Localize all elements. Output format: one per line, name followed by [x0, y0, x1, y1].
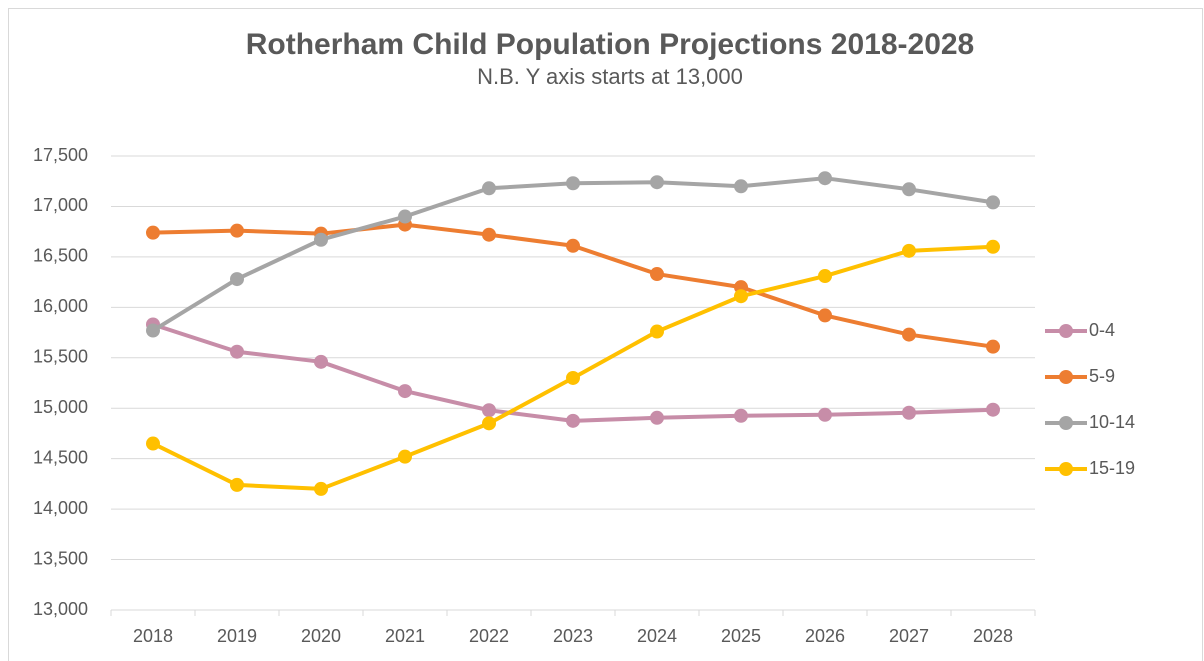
y-tick-label: 15,000	[33, 397, 88, 417]
y-tick-label: 17,500	[33, 145, 88, 165]
point	[314, 354, 328, 369]
point	[986, 239, 1000, 254]
chart-frame	[8, 8, 1203, 661]
x-tick-label: 2019	[217, 626, 257, 646]
legend-label: 0-4	[1089, 320, 1115, 340]
point	[566, 238, 580, 253]
point	[482, 227, 496, 242]
x-tick-label: 2026	[805, 626, 845, 646]
point	[650, 410, 664, 425]
point	[734, 408, 748, 423]
legend-marker	[1059, 416, 1073, 430]
point	[986, 339, 1000, 354]
point	[482, 416, 496, 431]
legend-marker	[1059, 462, 1073, 476]
x-tick-label: 2025	[721, 626, 761, 646]
point	[902, 405, 916, 420]
y-tick-label: 16,500	[33, 246, 88, 266]
y-tick-label: 17,000	[33, 195, 88, 215]
point	[314, 481, 328, 496]
point	[986, 195, 1000, 210]
point	[230, 272, 244, 287]
legend-marker	[1059, 324, 1073, 338]
point	[818, 308, 832, 323]
legend-marker	[1059, 370, 1073, 384]
y-tick-label: 14,500	[33, 447, 88, 467]
point	[230, 477, 244, 492]
y-tick-label: 15,500	[33, 347, 88, 367]
point	[482, 181, 496, 196]
x-tick-label: 2021	[385, 626, 425, 646]
point	[818, 171, 832, 186]
point	[146, 323, 160, 338]
point	[650, 175, 664, 190]
point	[734, 179, 748, 194]
y-tick-label: 14,000	[33, 498, 88, 518]
point	[566, 413, 580, 428]
point	[230, 344, 244, 359]
point	[818, 407, 832, 422]
point	[566, 370, 580, 385]
point	[398, 384, 412, 399]
chart-title: Rotherham Child Population Projections 2…	[246, 28, 975, 61]
point	[398, 209, 412, 224]
x-tick-label: 2028	[973, 626, 1013, 646]
point	[230, 223, 244, 238]
x-tick-label: 2022	[469, 626, 509, 646]
point	[902, 182, 916, 197]
point	[314, 232, 328, 247]
y-tick-label: 13,500	[33, 548, 88, 568]
legend-label: 15-19	[1089, 458, 1135, 478]
point	[818, 269, 832, 284]
point	[986, 402, 1000, 417]
point	[566, 176, 580, 191]
y-tick-label: 16,000	[33, 296, 88, 316]
legend-label: 10-14	[1089, 412, 1135, 432]
x-tick-label: 2020	[301, 626, 341, 646]
point	[146, 225, 160, 240]
x-tick-label: 2023	[553, 626, 593, 646]
point	[398, 449, 412, 464]
y-tick-label: 13,000	[33, 599, 88, 619]
x-tick-label: 2024	[637, 626, 677, 646]
point	[734, 289, 748, 304]
legend-label: 5-9	[1089, 366, 1115, 386]
x-tick-label: 2018	[133, 626, 173, 646]
point	[902, 243, 916, 258]
chart-subtitle: N.B. Y axis starts at 13,000	[477, 64, 743, 89]
point	[650, 324, 664, 339]
point	[482, 403, 496, 418]
point	[146, 436, 160, 451]
point	[902, 327, 916, 342]
x-tick-label: 2027	[889, 626, 929, 646]
point	[650, 267, 664, 282]
